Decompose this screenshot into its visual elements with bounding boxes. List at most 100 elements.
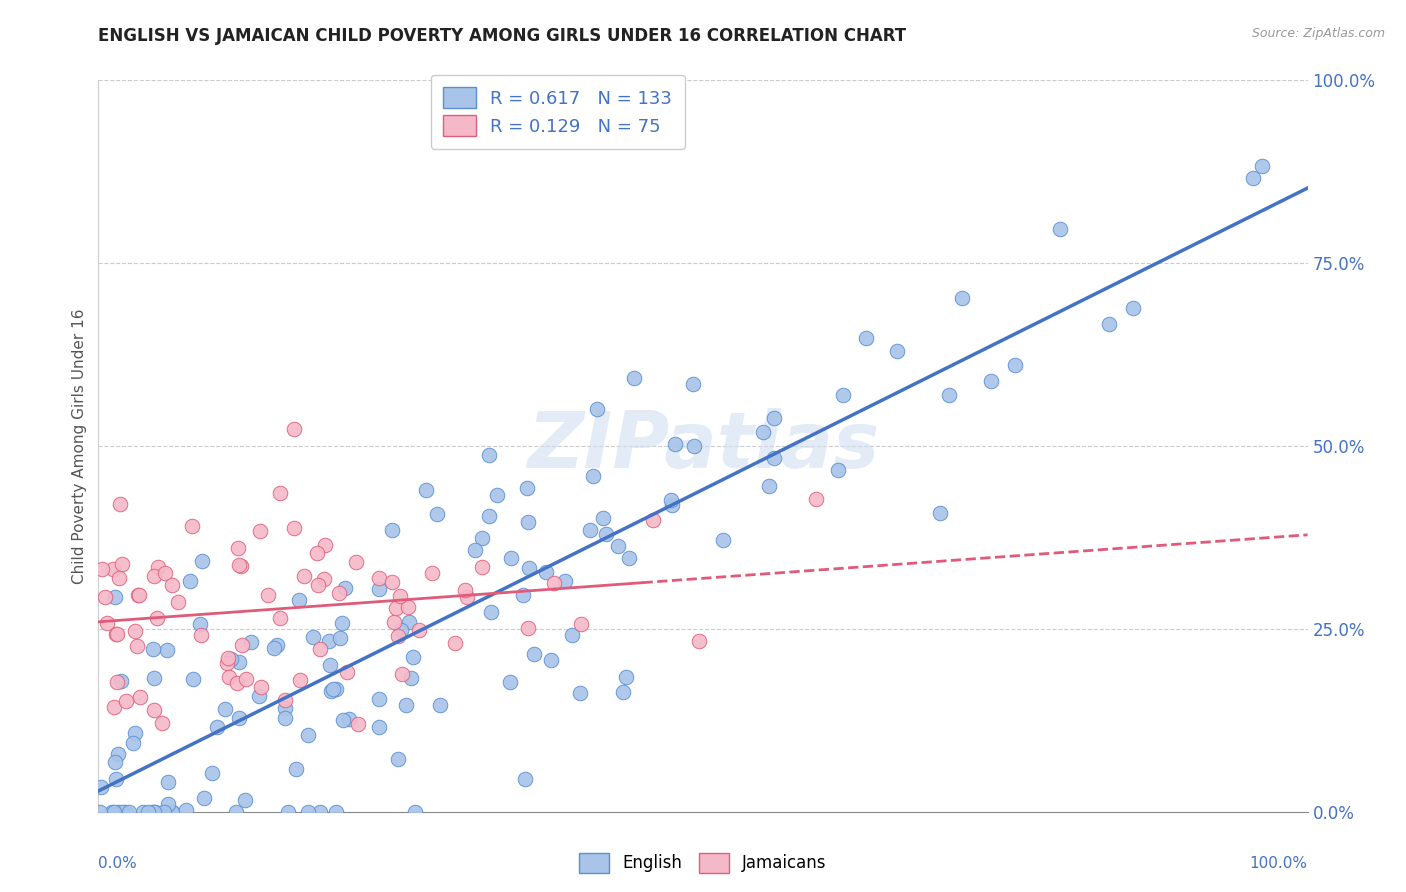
Point	[174, 803, 197, 817]
Point	[307, 577, 329, 591]
Point	[517, 561, 540, 575]
Point	[269, 610, 291, 624]
Point	[1241, 170, 1264, 185]
Point	[513, 772, 536, 786]
Point	[319, 657, 342, 672]
Point	[641, 513, 664, 527]
Point	[156, 643, 179, 657]
Point	[389, 623, 412, 637]
Point	[150, 715, 173, 730]
Point	[391, 666, 413, 681]
Point	[623, 371, 645, 385]
Point	[336, 665, 359, 679]
Point	[399, 671, 422, 685]
Point	[214, 701, 236, 715]
Point	[1098, 317, 1121, 331]
Point	[367, 692, 389, 706]
Point	[333, 581, 356, 595]
Point	[429, 698, 451, 712]
Point	[104, 591, 127, 605]
Point	[312, 572, 335, 586]
Point	[160, 578, 183, 592]
Point	[283, 521, 305, 535]
Point	[380, 523, 402, 537]
Point	[118, 805, 141, 819]
Point	[398, 615, 420, 630]
Point	[266, 638, 288, 652]
Point	[225, 805, 247, 819]
Point	[485, 488, 508, 502]
Point	[107, 747, 129, 761]
Point	[554, 574, 576, 588]
Point	[111, 557, 134, 571]
Point	[90, 780, 112, 795]
Point	[832, 388, 855, 402]
Point	[231, 638, 253, 652]
Point	[952, 291, 974, 305]
Point	[512, 588, 534, 602]
Point	[101, 805, 124, 819]
Point	[659, 493, 682, 508]
Point	[143, 671, 166, 685]
Legend: English, Jamaicans: English, Jamaicans	[572, 847, 834, 880]
Point	[319, 684, 342, 698]
Point	[886, 343, 908, 358]
Point	[94, 590, 117, 604]
Point	[201, 766, 224, 780]
Point	[228, 655, 250, 669]
Point	[402, 649, 425, 664]
Point	[284, 762, 307, 776]
Point	[107, 571, 129, 585]
Point	[664, 437, 686, 451]
Point	[257, 588, 280, 602]
Legend: R = 0.617   N = 133, R = 0.129   N = 75: R = 0.617 N = 133, R = 0.129 N = 75	[430, 75, 685, 149]
Point	[160, 805, 183, 819]
Point	[499, 551, 522, 566]
Point	[269, 486, 291, 500]
Point	[288, 592, 311, 607]
Point	[314, 538, 336, 552]
Point	[578, 523, 600, 537]
Point	[96, 615, 118, 630]
Point	[122, 736, 145, 750]
Point	[827, 462, 849, 476]
Point	[247, 690, 270, 704]
Point	[160, 805, 183, 819]
Point	[297, 728, 319, 742]
Point	[381, 574, 404, 589]
Point	[980, 374, 1002, 388]
Point	[111, 805, 134, 819]
Point	[103, 805, 125, 819]
Point	[408, 624, 430, 638]
Point	[263, 640, 285, 655]
Point	[157, 797, 180, 812]
Point	[344, 555, 367, 569]
Point	[274, 711, 297, 725]
Point	[105, 627, 128, 641]
Point	[318, 633, 340, 648]
Point	[205, 719, 228, 733]
Point	[167, 595, 190, 609]
Point	[156, 774, 179, 789]
Point	[395, 698, 418, 712]
Point	[143, 805, 166, 819]
Point	[464, 542, 486, 557]
Point	[471, 559, 494, 574]
Text: 100.0%: 100.0%	[1250, 855, 1308, 871]
Point	[228, 711, 250, 725]
Point	[105, 675, 128, 690]
Point	[104, 772, 127, 786]
Point	[217, 650, 239, 665]
Point	[661, 498, 683, 512]
Point	[347, 717, 370, 731]
Point	[190, 628, 212, 642]
Point	[290, 673, 312, 687]
Point	[307, 546, 329, 560]
Point	[233, 793, 256, 807]
Point	[543, 575, 565, 590]
Point	[330, 616, 353, 631]
Point	[751, 425, 773, 439]
Point	[422, 566, 444, 580]
Point	[191, 553, 214, 567]
Point	[249, 524, 271, 538]
